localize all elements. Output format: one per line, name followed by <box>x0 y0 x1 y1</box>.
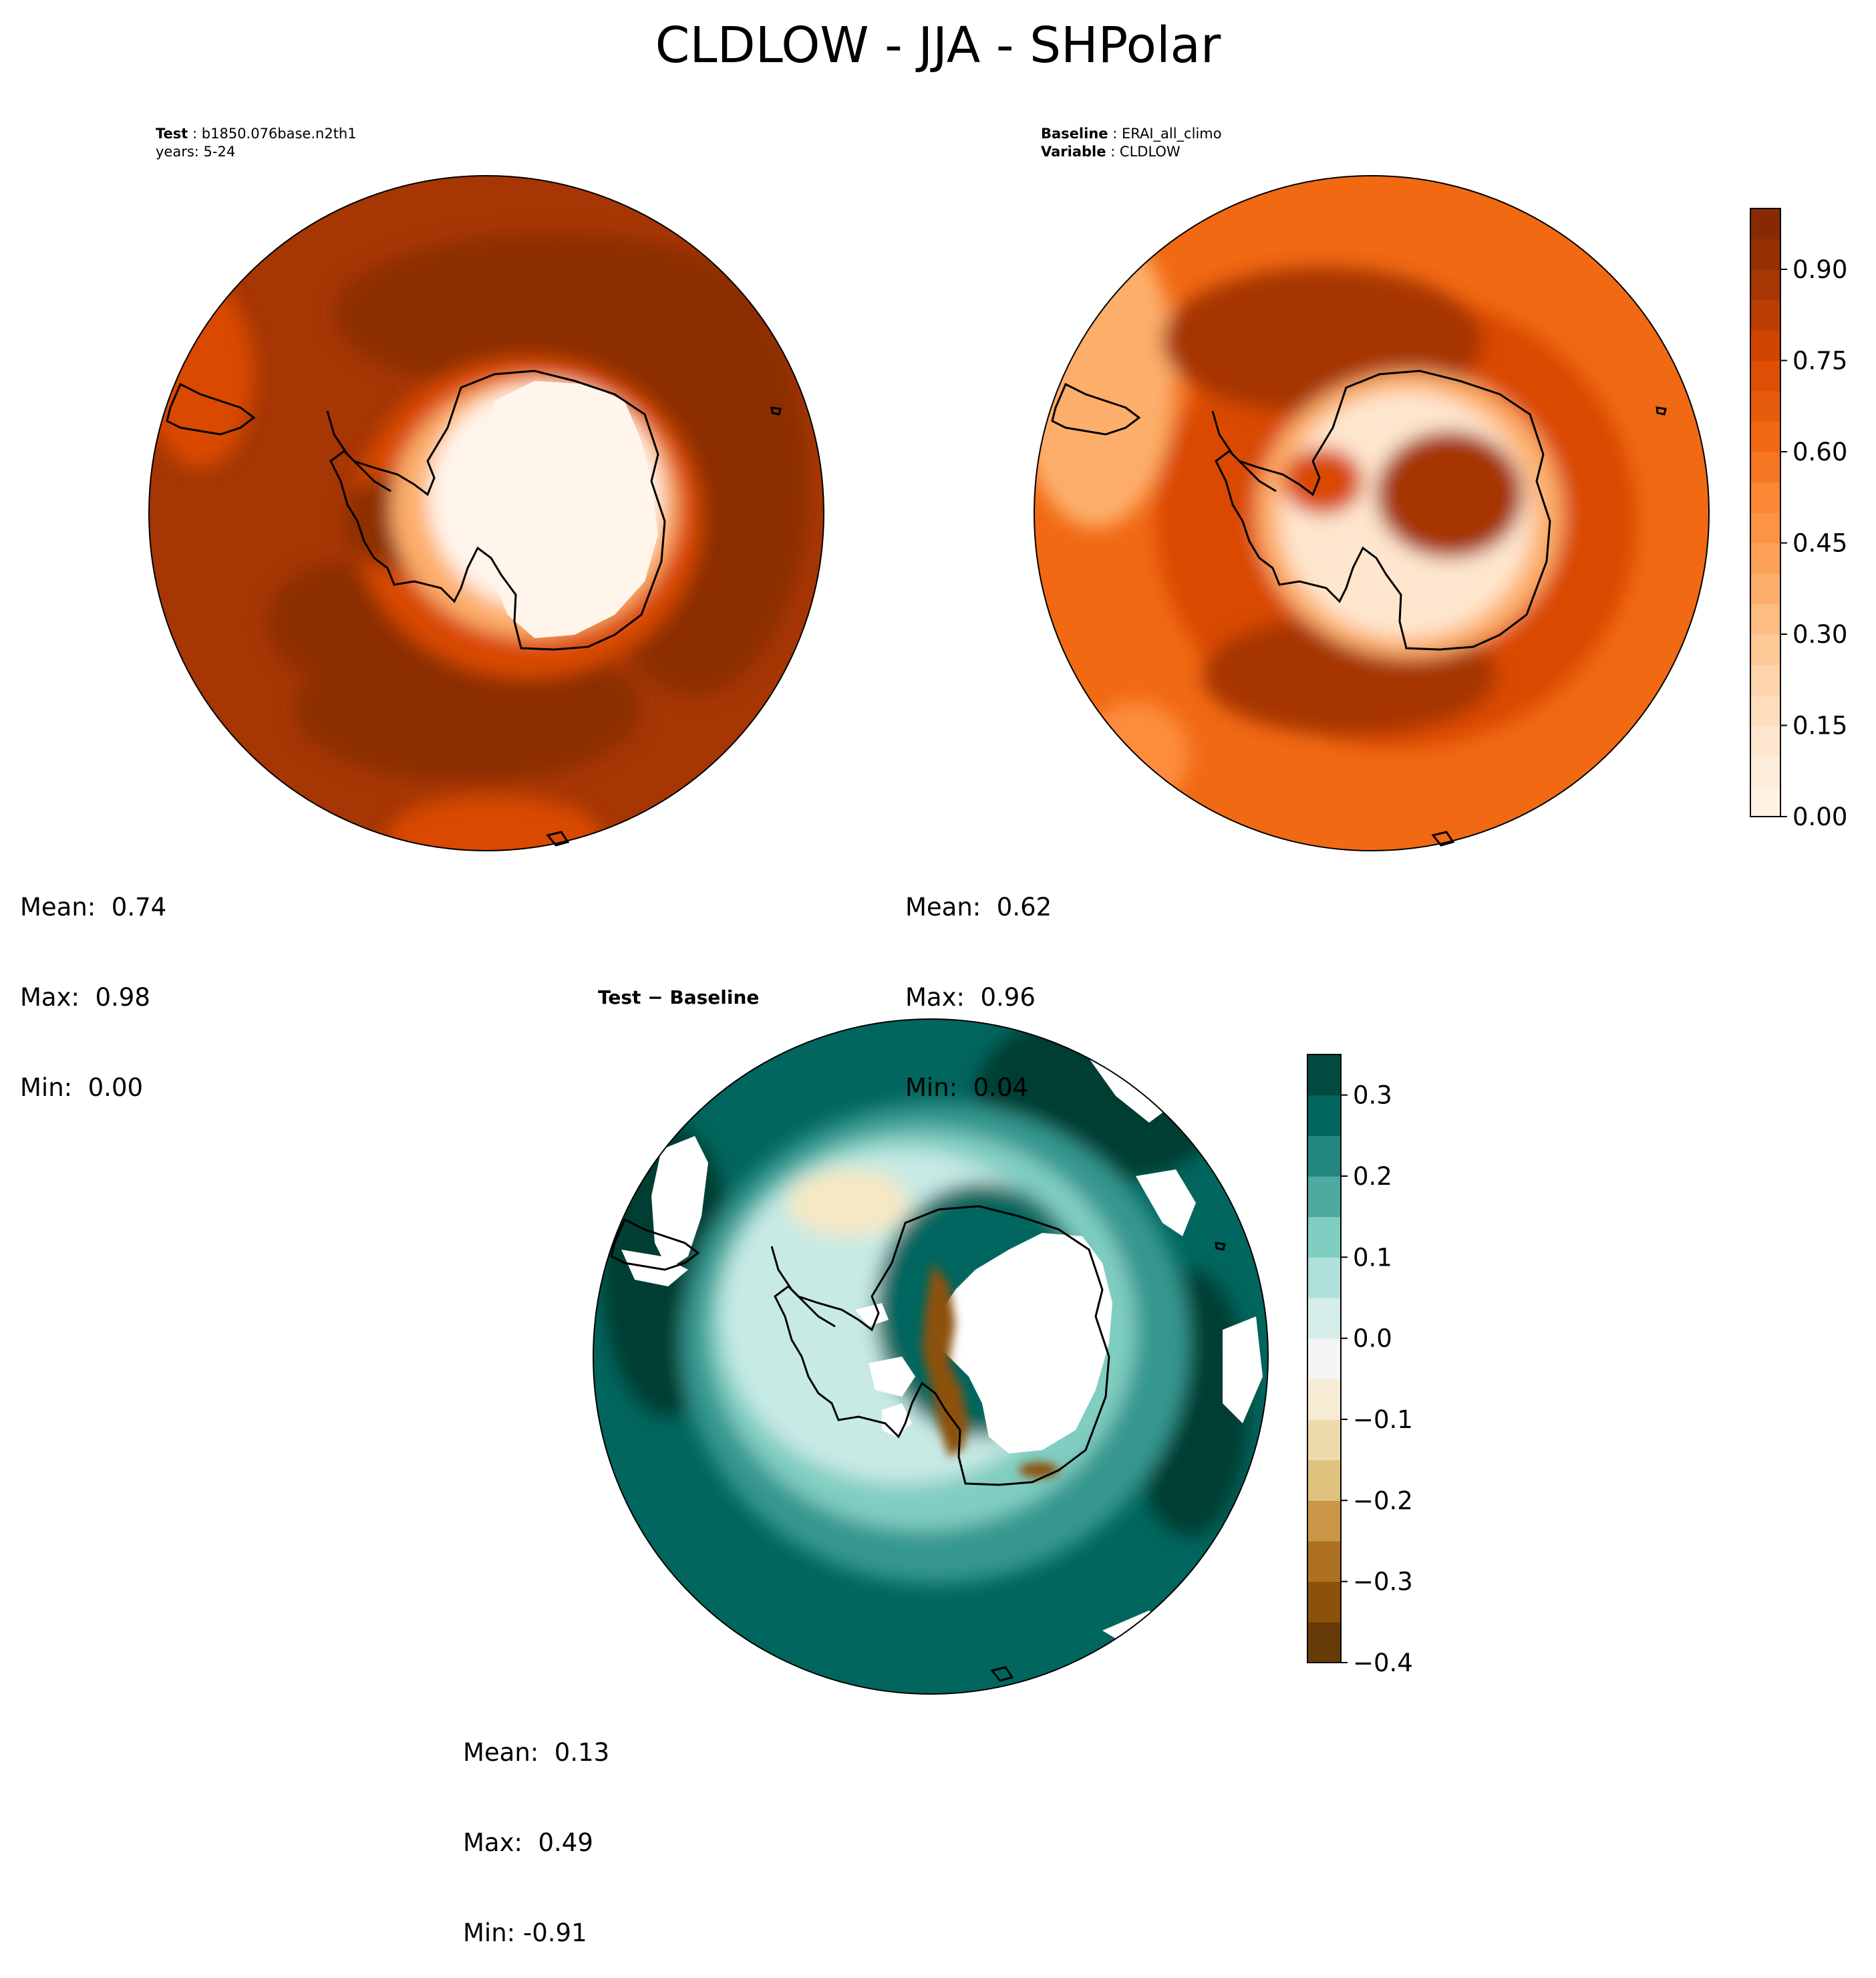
figure-title: CLDLOW - JJA - SHPolar <box>655 17 1221 74</box>
colorbar-oranges-band <box>1750 482 1780 513</box>
colorbar-oranges-tick-label: 0.30 <box>1792 620 1847 649</box>
test-mean: Mean: 0.74 <box>20 893 167 922</box>
colorbar-oranges-band <box>1750 664 1780 696</box>
colorbar-oranges-band <box>1750 269 1780 301</box>
colorbar-diverging-band <box>1307 1419 1341 1461</box>
colorbar-oranges-band <box>1750 603 1780 635</box>
colorbar-diverging-band <box>1307 1176 1341 1218</box>
difference-map <box>593 1018 1269 1695</box>
colorbar-diverging-band <box>1307 1135 1341 1177</box>
colorbar-oranges-band <box>1750 208 1780 240</box>
diff-max: Max: 0.49 <box>463 1828 593 1857</box>
colorbar-diverging-band <box>1307 1379 1341 1420</box>
colorbar-diverging-band <box>1307 1581 1341 1622</box>
colorbar-diverging-tick-label: −0.2 <box>1353 1486 1413 1515</box>
colorbar-oranges-band <box>1750 391 1780 422</box>
colorbar-oranges-tick-label: 0.00 <box>1792 803 1847 831</box>
colorbar-diverging-frame <box>1307 1054 1342 1663</box>
test-label-value: b1850.076base.n2th1 <box>201 126 357 142</box>
colorbar-oranges-band <box>1750 421 1780 452</box>
colorbar-diverging: −0.4 −0.3 −0.2 −0.1 0.0 0.1 0.2 0.3 <box>1307 1054 1413 1677</box>
colorbar-diverging-band <box>1307 1216 1341 1258</box>
colorbar-diverging-band <box>1307 1622 1341 1663</box>
diff-coastline <box>610 1205 1226 1682</box>
diff-title: Test − Baseline <box>598 986 760 1008</box>
colorbar-oranges-band <box>1750 239 1780 270</box>
colorbar-oranges-band <box>1750 573 1780 605</box>
colorbar-diverging-band <box>1307 1298 1341 1339</box>
colorbar-diverging-band <box>1307 1054 1341 1096</box>
colorbar-oranges-band <box>1750 513 1780 544</box>
colorbar-oranges: 0.00 0.15 0.30 0.45 0.60 0.75 0.90 <box>1750 208 1847 831</box>
test-header: Test : b1850.076base.n2th1 <box>156 125 357 143</box>
colorbar-oranges-tick-label: 0.75 <box>1792 347 1847 376</box>
colorbar-oranges-band <box>1750 330 1780 362</box>
baseline-coastline <box>1051 370 1667 847</box>
colorbar-oranges-band <box>1750 756 1780 787</box>
colorbar-diverging-band <box>1307 1459 1341 1501</box>
colorbar-oranges-band <box>1750 725 1780 756</box>
baseline-map-frame <box>1034 175 1710 851</box>
colorbar-oranges-band <box>1750 543 1780 574</box>
figure-canvas: 0.000.150.300.450.600.750.90 −0.4−0.3−0.… <box>148 175 1847 1695</box>
colorbar-diverging-band <box>1307 1095 1341 1136</box>
colorbar-diverging-tick-label: −0.3 <box>1353 1568 1413 1596</box>
test-map <box>148 175 824 851</box>
colorbar-oranges-band <box>1750 695 1780 726</box>
colorbar-oranges-band <box>1750 452 1780 483</box>
colorbar-diverging-tick-label: −0.1 <box>1353 1405 1413 1434</box>
colorbar-diverging-tick-label: 0.0 <box>1353 1324 1392 1353</box>
baseline-variable-value: CLDLOW <box>1119 144 1181 160</box>
baseline-variable: Variable : CLDLOW <box>1041 143 1181 161</box>
test-label-sep: : <box>188 126 202 142</box>
colorbar-diverging-tick-label: 0.3 <box>1353 1081 1392 1110</box>
colorbar-oranges-band <box>1750 634 1780 666</box>
colorbar-oranges-band <box>1750 360 1780 392</box>
test-map-frame <box>148 175 824 851</box>
colorbar-oranges-band <box>1750 299 1780 331</box>
test-max: Max: 0.98 <box>20 983 150 1012</box>
colorbar-diverging-band <box>1307 1500 1341 1542</box>
baseline-max: Max: 0.96 <box>905 983 1036 1012</box>
baseline-variable-sep: : <box>1106 144 1120 160</box>
diff-stats: Mean: 0.13 Max: 0.49 Min: -0.91 <box>463 1677 609 1978</box>
colorbar-oranges-tick-label: 0.60 <box>1792 438 1847 466</box>
baseline-label-sep: : <box>1108 126 1122 142</box>
baseline-header: Baseline : ERAI_all_climo <box>1041 125 1222 143</box>
baseline-field-contours <box>1034 221 1637 809</box>
baseline-label-key: Baseline <box>1041 126 1108 142</box>
colorbar-oranges-tick-label: 0.90 <box>1792 255 1847 284</box>
baseline-label-value: ERAI_all_climo <box>1121 126 1222 142</box>
test-icecap <box>468 381 658 638</box>
baseline-stats: Mean: 0.62 Max: 0.96 Min: 0.04 <box>905 832 1052 1133</box>
baseline-map <box>1034 175 1710 851</box>
baseline-mean: Mean: 0.62 <box>905 893 1052 922</box>
diff-min: Min: -0.91 <box>463 1919 587 1947</box>
colorbar-oranges-band <box>1750 786 1780 817</box>
baseline-variable-key: Variable <box>1041 144 1106 160</box>
colorbar-diverging-tick-label: 0.2 <box>1353 1162 1392 1191</box>
colorbar-oranges-frame <box>1750 208 1781 817</box>
diff-map-frame <box>593 1018 1269 1695</box>
colorbar-diverging-band <box>1307 1338 1341 1379</box>
colorbar-diverging-tick-label: −0.4 <box>1353 1649 1413 1677</box>
test-years: years: 5-24 <box>156 144 236 160</box>
colorbar-diverging-tick-label: 0.1 <box>1353 1243 1392 1272</box>
colorbar-diverging-band <box>1307 1257 1341 1298</box>
test-label-key: Test <box>156 126 188 142</box>
test-coastline <box>166 370 782 847</box>
test-min: Min: 0.00 <box>20 1073 144 1102</box>
colorbar-oranges-tick-label: 0.15 <box>1792 712 1847 740</box>
colorbar-diverging-band <box>1307 1541 1341 1582</box>
colorbar-oranges-tick-label: 0.45 <box>1792 529 1847 558</box>
baseline-min: Min: 0.04 <box>905 1073 1029 1102</box>
test-stats: Mean: 0.74 Max: 0.98 Min: 0.00 <box>20 832 166 1133</box>
diff-mean: Mean: 0.13 <box>463 1738 610 1767</box>
